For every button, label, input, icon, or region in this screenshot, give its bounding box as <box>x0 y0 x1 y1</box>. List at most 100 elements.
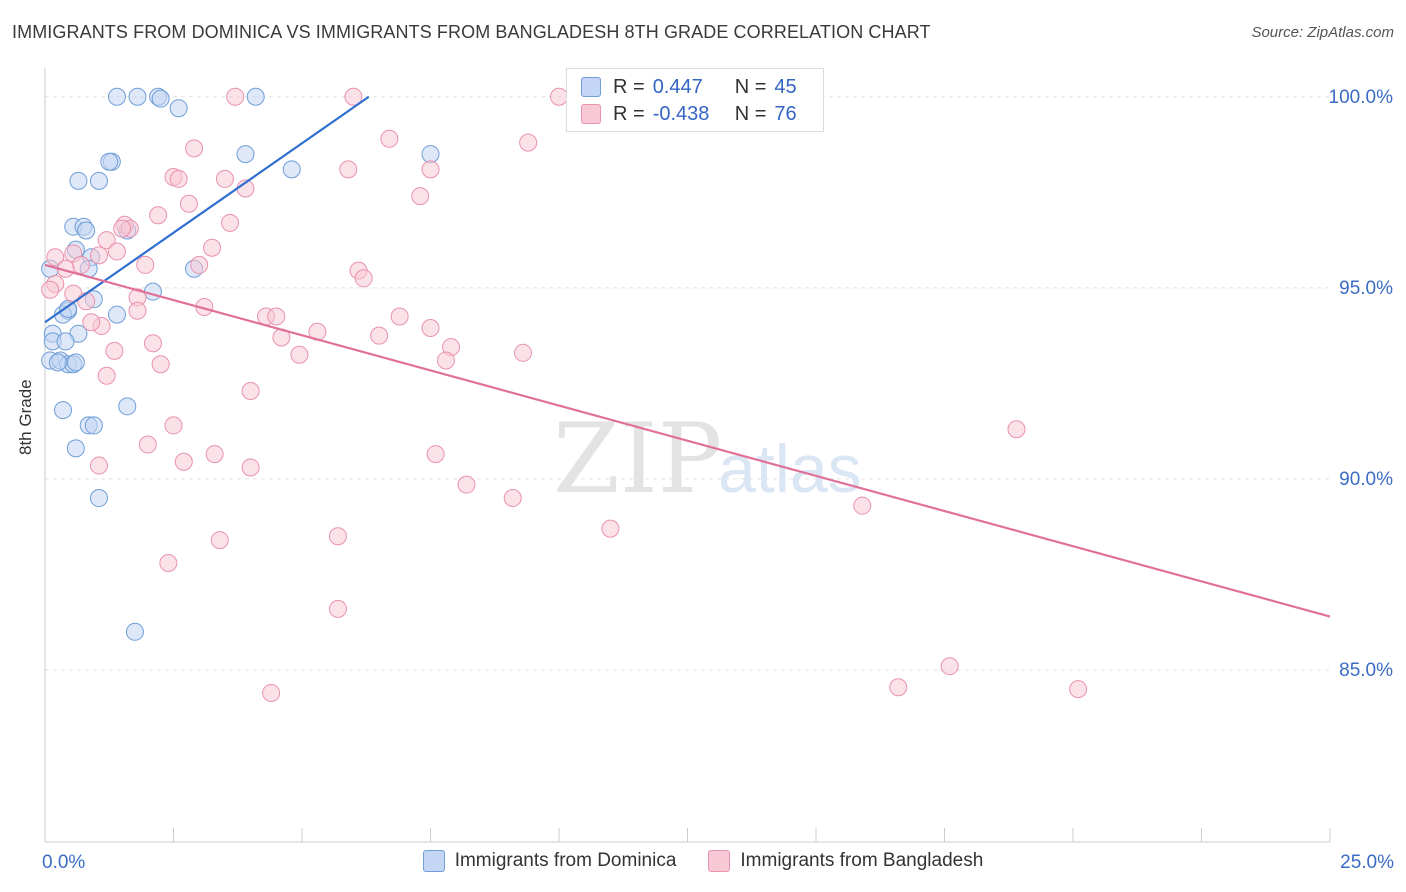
data-point <box>241 382 260 401</box>
data-point <box>267 307 286 326</box>
data-point <box>328 599 347 618</box>
data-point <box>221 213 240 232</box>
data-point <box>436 351 455 370</box>
series-legend-dominica[interactable]: Immigrants from Dominica <box>422 850 676 872</box>
trend-line-bangladesh <box>44 263 1331 618</box>
series-swatch-dominica <box>422 850 445 872</box>
legend-swatch-dominica <box>581 77 601 97</box>
data-point <box>185 139 204 158</box>
data-point <box>105 341 124 360</box>
data-point <box>97 231 116 250</box>
data-point <box>138 435 157 454</box>
data-point <box>282 160 301 179</box>
data-point <box>128 87 147 106</box>
axes <box>44 68 1331 843</box>
data-point <box>48 353 67 372</box>
series-label-bangladesh: Immigrants from Bangladesh <box>740 850 984 871</box>
data-point <box>205 445 224 464</box>
data-point <box>143 282 162 301</box>
series-legend-bangladesh[interactable]: Immigrants from Bangladesh <box>708 850 983 872</box>
series-points-dominica <box>41 87 440 641</box>
watermark-zip: ZIP <box>553 403 722 515</box>
data-point <box>328 527 347 546</box>
watermark: ZIP atlas <box>553 403 862 515</box>
data-point <box>136 255 155 274</box>
legend-r-value-bangladesh: -0.438 <box>652 102 710 125</box>
data-point <box>159 554 178 573</box>
data-point <box>97 366 116 385</box>
y-axis-title: 8th Grade <box>16 379 35 455</box>
data-point <box>354 269 373 288</box>
data-point <box>143 334 162 353</box>
data-point <box>421 145 440 164</box>
y-tick-label: 100.0% <box>1329 87 1394 108</box>
data-point <box>149 206 168 225</box>
data-point <box>71 255 90 274</box>
data-point <box>179 194 198 213</box>
data-point <box>226 87 245 106</box>
data-point <box>53 401 72 420</box>
data-point <box>107 87 126 106</box>
legend-n-label: N = <box>734 102 767 125</box>
chart-title: IMMIGRANTS FROM DOMINICA VS IMMIGRANTS F… <box>12 22 931 42</box>
data-point <box>77 292 96 311</box>
data-point <box>344 87 363 106</box>
data-point <box>241 458 260 477</box>
data-point <box>190 255 209 274</box>
data-point <box>89 456 108 475</box>
data-point <box>118 397 137 416</box>
data-point <box>89 246 108 265</box>
data-point <box>426 445 445 464</box>
data-point <box>56 332 75 351</box>
data-point <box>125 622 144 641</box>
data-point <box>1069 680 1088 699</box>
x-axis-min-label: 0.0% <box>42 852 86 873</box>
data-point <box>457 475 476 494</box>
data-point <box>1007 420 1026 439</box>
trend-lines <box>44 95 1331 618</box>
data-points <box>41 87 1088 702</box>
data-point <box>89 171 108 190</box>
data-point <box>236 145 255 164</box>
data-point <box>853 496 872 515</box>
stats-legend: R = 0.447 N = 45 R = -0.438 N = 76 <box>566 68 824 132</box>
data-point <box>66 353 85 372</box>
x-axis-max-label: 25.0% <box>1340 852 1394 873</box>
y-tick-label: 85.0% <box>1339 660 1393 681</box>
data-point <box>203 238 222 257</box>
data-point <box>889 678 908 697</box>
data-point <box>370 326 389 345</box>
series-legend: Immigrants from Dominica Immigrants from… <box>0 850 1406 872</box>
legend-swatch-bangladesh <box>581 104 601 124</box>
data-point <box>262 683 281 702</box>
data-point <box>210 531 229 550</box>
data-point <box>174 452 193 471</box>
data-point <box>339 160 358 179</box>
series-points-bangladesh <box>41 87 1088 702</box>
legend-n-label: N = <box>734 75 767 98</box>
data-point <box>113 219 132 238</box>
legend-r-label: R = <box>613 75 645 98</box>
data-point <box>41 280 60 299</box>
data-point <box>89 489 108 508</box>
data-point <box>411 187 430 206</box>
legend-row-dominica: R = 0.447 N = 45 <box>581 74 797 100</box>
data-point <box>390 307 409 326</box>
data-point <box>550 87 568 106</box>
data-point <box>514 343 533 362</box>
data-point <box>940 657 959 676</box>
data-point <box>246 87 265 106</box>
legend-r-label: R = <box>613 102 645 125</box>
data-point <box>107 242 126 261</box>
chart-source: Source: ZipAtlas.com <box>1251 24 1394 41</box>
data-point <box>503 489 522 508</box>
data-point <box>82 313 101 332</box>
data-point <box>601 519 620 538</box>
data-point <box>164 416 183 435</box>
data-point <box>46 248 65 267</box>
data-point <box>290 345 309 364</box>
gridlines <box>45 96 1330 671</box>
legend-r-value-dominica: 0.447 <box>652 75 703 98</box>
data-point <box>100 152 119 171</box>
